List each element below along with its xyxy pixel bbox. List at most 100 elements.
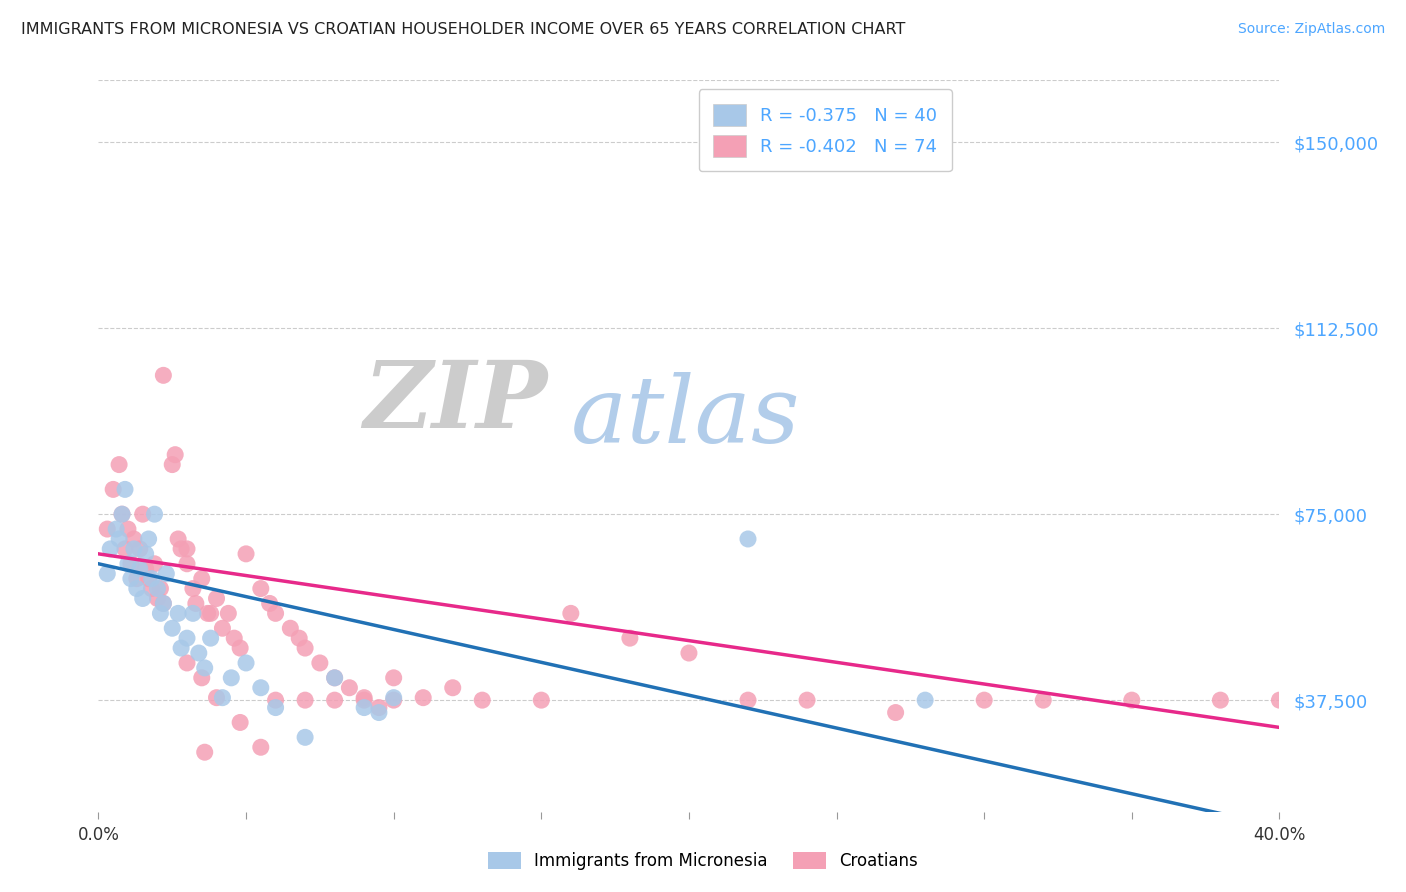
Point [264,693,287,707]
Point [152,597,174,611]
Point [117,557,139,571]
Point [197,607,219,621]
Point [884,706,907,720]
Point [353,700,375,714]
Point [914,693,936,707]
Point [194,745,217,759]
Point [205,591,228,606]
Point [152,597,174,611]
Point [96,566,118,581]
Point [737,693,759,707]
Point [141,572,163,586]
Point [205,690,228,705]
Legend: R = -0.375   N = 40, R = -0.402   N = 74: R = -0.375 N = 40, R = -0.402 N = 74 [699,89,952,171]
Point [125,582,148,596]
Point [339,681,361,695]
Point [368,706,391,720]
Point [146,582,169,596]
Point [170,541,193,556]
Point [211,621,233,635]
Point [619,631,641,645]
Point [176,541,198,556]
Point [250,582,273,596]
Point [294,731,316,745]
Point [125,572,148,586]
Text: Source: ZipAtlas.com: Source: ZipAtlas.com [1237,22,1385,37]
Point [138,532,160,546]
Point [973,693,995,707]
Point [264,700,287,714]
Point [441,681,464,695]
Point [138,572,160,586]
Point [368,700,391,714]
Point [184,597,207,611]
Point [108,532,131,546]
Point [128,562,150,576]
Point [250,740,273,755]
Point [146,591,169,606]
Point [120,572,142,586]
Point [167,532,190,546]
Point [217,607,239,621]
Point [141,582,163,596]
Point [412,690,434,705]
Point [530,693,553,707]
Point [221,671,243,685]
Point [280,621,302,635]
Point [176,631,198,645]
Point [323,693,346,707]
Point [1121,693,1143,707]
Point [152,368,174,383]
Point [323,671,346,685]
Point [135,547,157,561]
Point [114,483,136,497]
Point [114,541,136,556]
Point [382,690,405,705]
Point [98,541,121,556]
Point [235,547,257,561]
Point [353,693,375,707]
Point [1209,693,1232,707]
Point [117,522,139,536]
Point [235,656,257,670]
Point [187,646,209,660]
Text: ZIP: ZIP [363,357,547,447]
Point [176,557,198,571]
Point [149,582,172,596]
Point [111,507,134,521]
Legend: Immigrants from Micronesia, Croatians: Immigrants from Micronesia, Croatians [481,845,925,877]
Point [103,483,125,497]
Point [181,582,204,596]
Point [122,541,145,556]
Point [155,566,177,581]
Point [309,656,332,670]
Point [96,522,118,536]
Point [294,693,316,707]
Point [165,448,187,462]
Point [191,671,214,685]
Point [224,631,246,645]
Point [259,597,281,611]
Point [200,607,222,621]
Point [181,607,204,621]
Text: IMMIGRANTS FROM MICRONESIA VS CROATIAN HOUSEHOLDER INCOME OVER 65 YEARS CORRELAT: IMMIGRANTS FROM MICRONESIA VS CROATIAN H… [21,22,905,37]
Point [353,690,375,705]
Point [737,532,759,546]
Point [128,541,150,556]
Point [229,641,252,656]
Point [162,458,183,472]
Point [796,693,818,707]
Point [560,607,582,621]
Point [122,532,145,546]
Point [1032,693,1054,707]
Point [382,693,405,707]
Point [323,671,346,685]
Point [167,607,190,621]
Point [176,656,198,670]
Text: atlas: atlas [571,372,800,462]
Point [229,715,252,730]
Point [162,621,183,635]
Point [264,607,287,621]
Point [132,591,155,606]
Point [382,671,405,685]
